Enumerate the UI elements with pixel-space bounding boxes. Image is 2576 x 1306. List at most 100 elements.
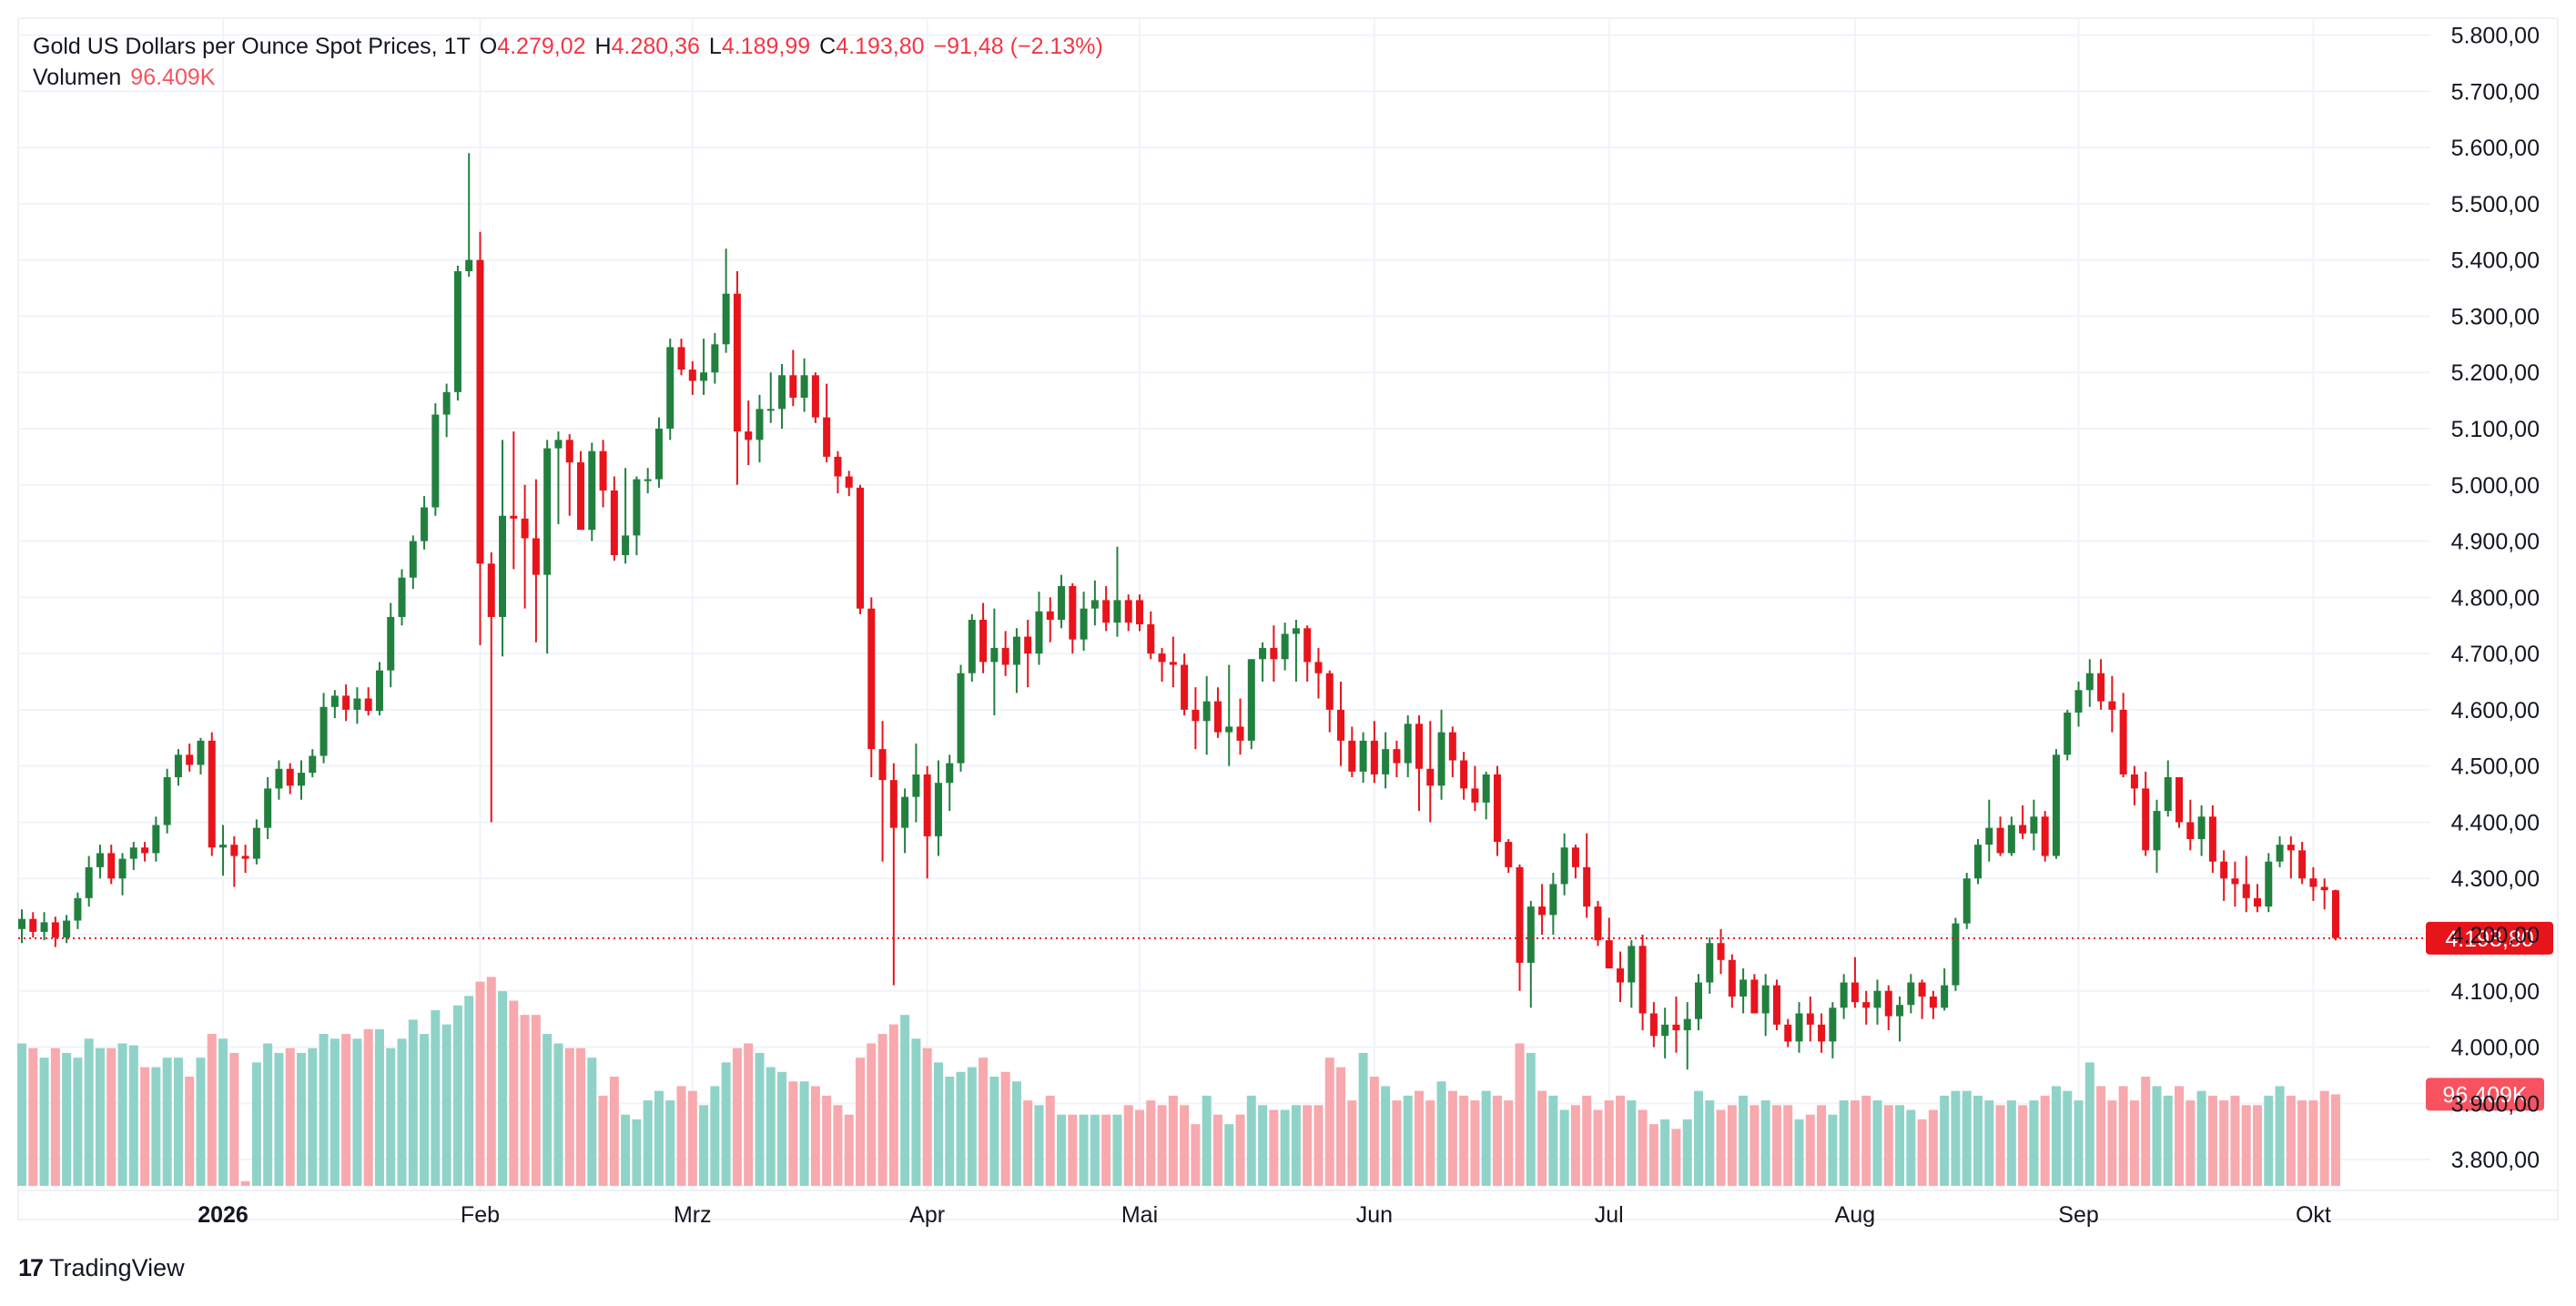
candle-body[interactable] — [1683, 1018, 1691, 1031]
candle-body[interactable] — [1873, 990, 1881, 1008]
candle-body[interactable] — [599, 451, 607, 491]
candle-body[interactable] — [141, 847, 149, 854]
candle-body[interactable] — [1772, 985, 1780, 1025]
candle-body[interactable] — [1247, 659, 1255, 741]
candle-body[interactable] — [878, 749, 887, 781]
candle-body[interactable] — [990, 647, 999, 663]
candle-body[interactable] — [2164, 777, 2172, 812]
candle-body[interactable] — [756, 409, 764, 440]
candle-body[interactable] — [766, 409, 775, 411]
candle-body[interactable] — [2265, 861, 2273, 907]
candle-body[interactable] — [2287, 845, 2295, 851]
candle-body[interactable] — [1124, 600, 1132, 623]
candle-body[interactable] — [2309, 878, 2317, 887]
candle-body[interactable] — [1962, 878, 1971, 924]
candle-body[interactable] — [1281, 633, 1289, 660]
candle-body[interactable] — [309, 755, 317, 774]
candle-body[interactable] — [1202, 701, 1211, 722]
candle-body[interactable] — [1370, 740, 1378, 774]
candle-body[interactable] — [2320, 886, 2328, 891]
candle-body[interactable] — [2242, 884, 2250, 898]
candle-body[interactable] — [733, 293, 741, 432]
candle-body[interactable] — [74, 897, 82, 921]
volume-label[interactable]: Volumen — [33, 65, 122, 90]
candle-body[interactable] — [1929, 996, 1937, 1008]
candle-body[interactable] — [901, 796, 909, 828]
candle-body[interactable] — [1102, 600, 1111, 623]
candle-body[interactable] — [1672, 1024, 1680, 1031]
candle-body[interactable] — [1884, 990, 1892, 1017]
candle-body[interactable] — [521, 518, 529, 539]
candle-body[interactable] — [1907, 982, 1915, 1006]
candle-body[interactable] — [1516, 866, 1524, 963]
candle-body[interactable] — [197, 740, 205, 765]
candle-body[interactable] — [543, 448, 552, 575]
candle-body[interactable] — [823, 417, 831, 457]
candle-body[interactable] — [1649, 1013, 1658, 1037]
candle-body[interactable] — [453, 271, 461, 392]
candle-body[interactable] — [252, 827, 260, 859]
candle-body[interactable] — [1784, 1024, 1792, 1042]
candle-body[interactable] — [677, 347, 685, 370]
candle-body[interactable] — [129, 847, 137, 859]
candle-body[interactable] — [1314, 662, 1323, 673]
candle-body[interactable] — [2175, 777, 2184, 823]
candle-body[interactable] — [912, 774, 920, 797]
candle-body[interactable] — [1952, 923, 1960, 986]
candle-body[interactable] — [610, 490, 618, 555]
candle-body[interactable] — [923, 774, 931, 836]
candle-body[interactable] — [241, 855, 249, 859]
candle-body[interactable] — [1337, 709, 1345, 741]
candle-body[interactable] — [1192, 709, 1200, 722]
candle-body[interactable] — [1829, 1007, 1837, 1042]
candle-body[interactable] — [398, 577, 406, 617]
candle-body[interactable] — [622, 535, 630, 555]
candle-body[interactable] — [1069, 585, 1077, 640]
candle-body[interactable] — [1985, 827, 1993, 845]
candle-body[interactable] — [532, 538, 540, 575]
candle-body[interactable] — [264, 788, 272, 828]
candle-body[interactable] — [2064, 712, 2072, 755]
candle-body[interactable] — [2276, 845, 2284, 862]
candle-body[interactable] — [375, 670, 383, 712]
candle-body[interactable] — [711, 344, 719, 373]
candle-body[interactable] — [1996, 827, 2004, 854]
candle-body[interactable] — [85, 866, 93, 898]
candle-body[interactable] — [1058, 585, 1066, 621]
candle-body[interactable] — [1460, 760, 1468, 789]
candle-body[interactable] — [319, 706, 328, 756]
candle-body[interactable] — [1538, 906, 1547, 916]
candle-body[interactable] — [811, 375, 819, 418]
candle-body[interactable] — [1851, 982, 1859, 1003]
candle-body[interactable] — [633, 479, 641, 536]
candle-body[interactable] — [409, 541, 417, 578]
candle-body[interactable] — [565, 440, 573, 463]
candle-body[interactable] — [1181, 664, 1189, 710]
candle-body[interactable] — [957, 673, 965, 764]
candle-body[interactable] — [1270, 647, 1278, 660]
candle-body[interactable] — [2208, 816, 2216, 862]
candle-body[interactable] — [487, 563, 495, 617]
candle-body[interactable] — [208, 740, 216, 848]
candle-body[interactable] — [421, 507, 429, 542]
candle-body[interactable] — [834, 456, 842, 477]
candle-body[interactable] — [330, 695, 339, 707]
candle-body[interactable] — [1728, 959, 1736, 997]
candle-body[interactable] — [2108, 701, 2116, 710]
candle-body[interactable] — [722, 293, 730, 345]
candle-body[interactable] — [174, 754, 182, 778]
candle-body[interactable] — [465, 259, 473, 272]
tradingview-attribution[interactable]: 17 TradingView — [18, 1254, 185, 1282]
candle-body[interactable] — [298, 773, 305, 786]
candle-body[interactable] — [1024, 636, 1032, 654]
candle-body[interactable] — [1695, 982, 1702, 1019]
candle-body[interactable] — [1090, 600, 1099, 609]
candle-body[interactable] — [107, 853, 116, 879]
candle-body[interactable] — [2254, 897, 2261, 907]
candle-body[interactable] — [745, 431, 753, 440]
candle-body[interactable] — [1292, 628, 1300, 634]
candle-body[interactable] — [1739, 979, 1748, 997]
candle-body[interactable] — [845, 476, 853, 488]
candle-body[interactable] — [867, 608, 876, 750]
